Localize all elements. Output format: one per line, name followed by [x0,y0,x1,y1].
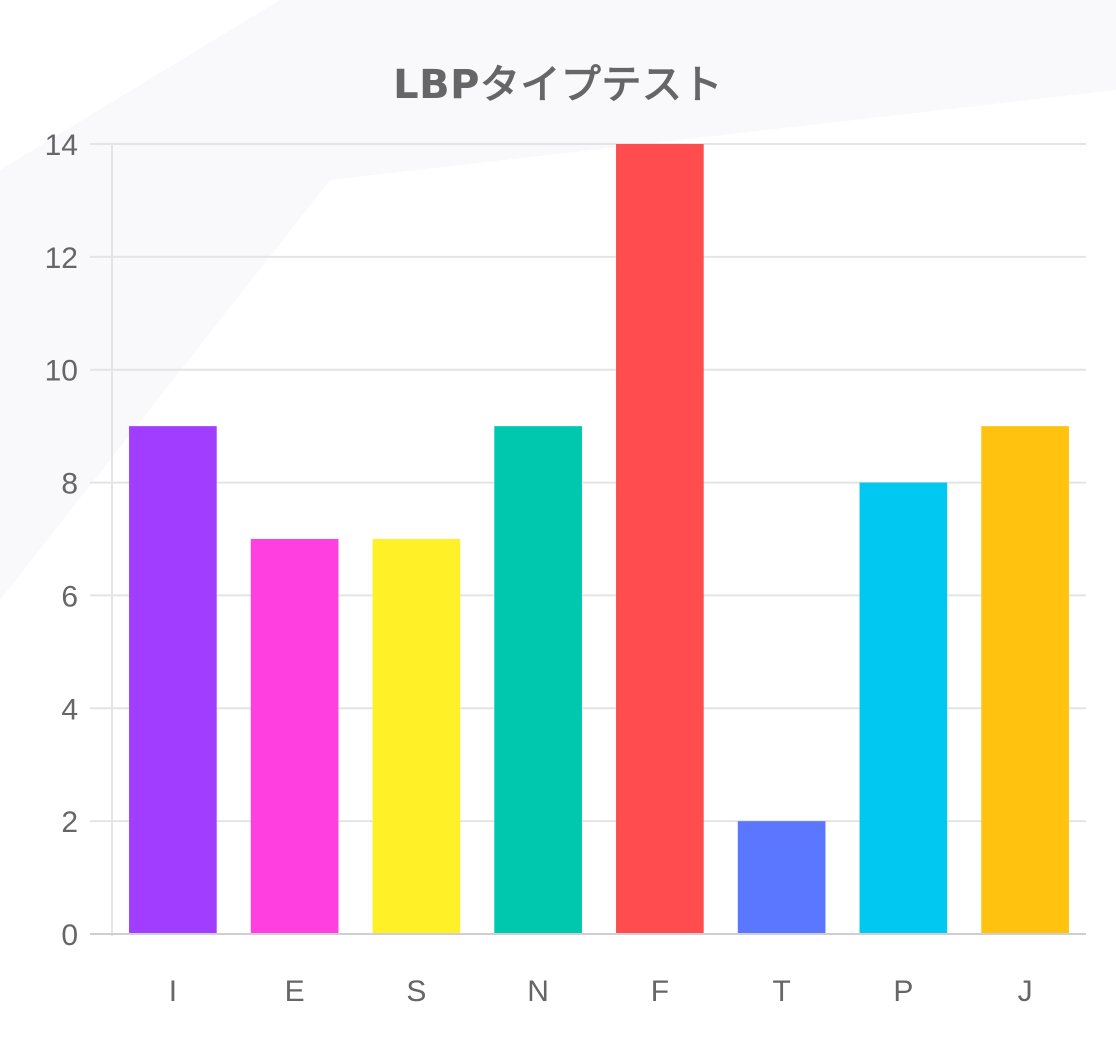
y-tick-label: 4 [61,693,78,726]
y-tick-label: 6 [61,580,78,613]
x-tick-label: F [651,975,669,1008]
bar-p [859,482,948,934]
bar-j [981,426,1069,934]
y-tick-label: 12 [45,242,78,275]
bar-s [372,539,461,934]
x-tick-label: T [772,975,790,1008]
x-tick-label: I [169,975,177,1008]
y-tick-label: 8 [61,468,78,501]
y-tick-label: 14 [45,129,78,162]
bar-f [616,144,704,934]
y-tick-label: 2 [61,806,78,839]
x-tick-label: E [285,975,305,1008]
axes [90,144,1086,936]
x-tick-label: N [527,975,549,1008]
chart-title: LBPタイプテスト [393,62,723,108]
x-tick-label: S [406,975,426,1008]
y-tick-label: 10 [45,355,78,388]
bar-n [494,426,582,934]
y-tick-label: 0 [61,919,78,952]
bar-e [250,539,339,934]
x-tick-label: P [893,975,913,1008]
x-tick-label: J [1018,975,1033,1008]
bar-t [737,821,826,934]
bar-i [129,426,217,934]
y-axis-ticks: 0 2 4 6 8 10 12 14 [45,129,78,952]
bars [129,144,1069,934]
